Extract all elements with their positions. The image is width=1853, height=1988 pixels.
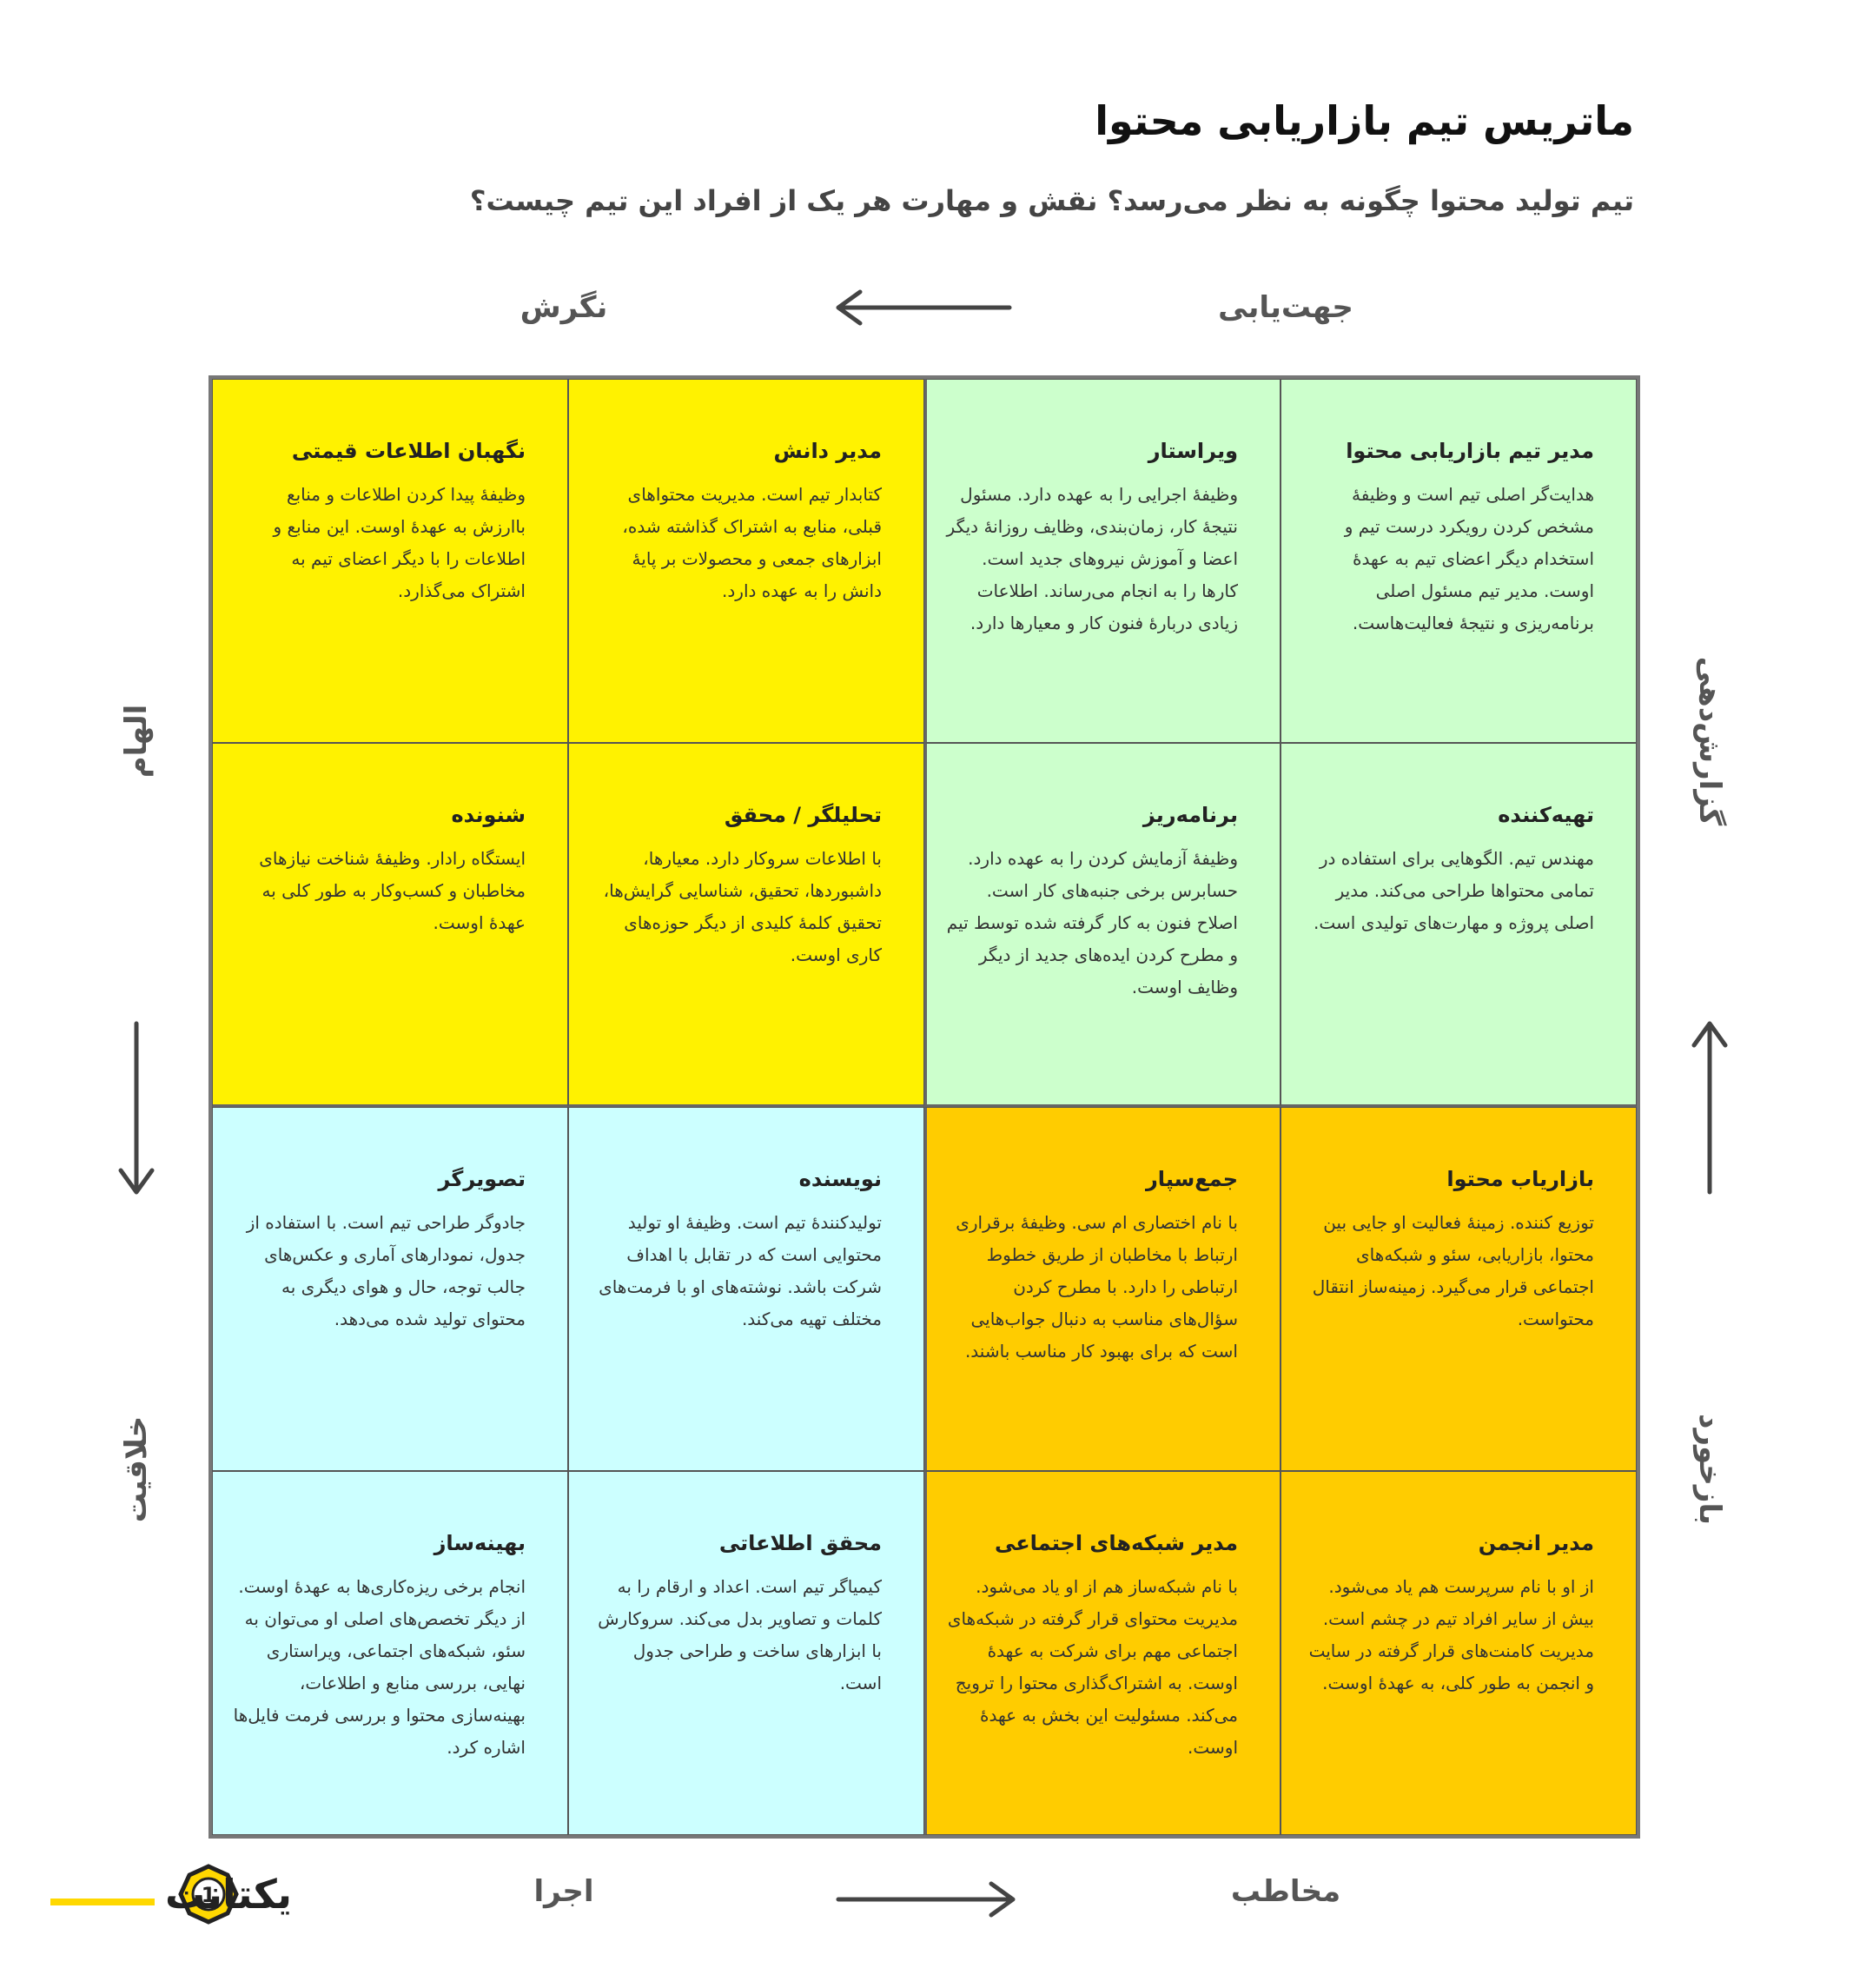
logo-circle xyxy=(191,1877,226,1912)
axis-label: گزارش‌دهی xyxy=(1692,656,1727,826)
role-description: مهندس تیم. الگوهایی برای استفاده در تمام… xyxy=(1314,848,1594,933)
role-description: تولیدکنندهٔ تیم است. وظیفهٔ او تولید محت… xyxy=(599,1212,882,1329)
role-title: برنامه‌ریز xyxy=(1142,803,1238,827)
role-cell: مدیر دانش کتابدار تیم است. مدیریت محتواها… xyxy=(568,379,924,743)
role-cell: نویسنده تولیدکنندهٔ تیم است. وظیفهٔ او تو… xyxy=(568,1107,924,1471)
role-cell: ویراستار وظیفهٔ اجرایی را به عهده دارد. م… xyxy=(924,379,1281,743)
role-description: کیمیاگر تیم است. اعداد و ارقام را به کلم… xyxy=(598,1576,882,1693)
role-description: وظیفهٔ اجرایی را به عهده دارد. مسئول نتی… xyxy=(946,484,1238,633)
axis-label: مخاطب xyxy=(1230,1874,1341,1909)
role-title: جمع‌سپار xyxy=(1145,1167,1238,1191)
arrow xyxy=(1691,1021,1728,1195)
role-title: نویسنده xyxy=(798,1167,882,1191)
axis-label: بازخورد xyxy=(1692,1414,1727,1525)
role-title: مدیر انجمن xyxy=(1478,1531,1594,1555)
axis-label: اجرا xyxy=(533,1874,594,1909)
role-description: از او با نام سرپرست هم یاد می‌شود. بیش ا… xyxy=(1308,1576,1594,1693)
axis-label: نگرش xyxy=(520,290,608,325)
logo-number: 1 xyxy=(202,1883,216,1907)
axis-label: الهام xyxy=(119,704,154,779)
role-description: جادوگر طراحی تیم است. با استفاده از جدول… xyxy=(246,1212,526,1329)
subtitle: تیم تولید محتوا چگونه به نظر می‌رسد؟ نقش… xyxy=(469,184,1634,217)
role-title: تحلیلگر / محقق xyxy=(724,803,882,827)
logo: 1 یکتانت xyxy=(50,1864,292,1925)
role-title: مدیر شبکه‌های اجتماعی xyxy=(994,1531,1238,1555)
role-title: تهیه‌کننده xyxy=(1498,803,1594,827)
role-title: نگهبان اطلاعات قیمتی xyxy=(291,439,526,463)
logo-bar xyxy=(50,1899,155,1905)
role-cell: جمع‌سپار با نام اختصاری ام سی. وظیفهٔ برق… xyxy=(924,1107,1281,1471)
role-title: بازاریاب محتوا xyxy=(1446,1167,1594,1191)
role-title: بهینه‌ساز xyxy=(433,1531,526,1555)
role-description: وظیفهٔ آزمایش کردن را به عهده دارد. حساب… xyxy=(946,848,1238,997)
arrow xyxy=(836,289,1012,326)
role-title: شنونده xyxy=(451,803,526,827)
role-cell: شنونده ایستگاه رادار. وظیفهٔ شناخت نیازها… xyxy=(212,743,568,1107)
logo-text: یکتانت xyxy=(165,1871,292,1918)
role-title: ویراستار xyxy=(1148,439,1238,463)
axis-label: خلاقیت xyxy=(119,1415,154,1523)
role-description: توزیع کننده. زمینهٔ فعالیت او جایی بین م… xyxy=(1312,1212,1594,1329)
role-cell: تصویرگر جادوگر طراحی تیم است. با استفاده … xyxy=(212,1107,568,1471)
role-cell: محقق اطلاعاتی کیمیاگر تیم است. اعداد و ار… xyxy=(568,1471,924,1835)
role-description: وظیفهٔ پیدا کردن اطلاعات و منابع باارزش … xyxy=(273,484,526,601)
role-cell: مدیر انجمن از او با نام سرپرست هم یاد می‌… xyxy=(1281,1471,1637,1835)
role-cell: مدیر تیم بازاریابی محتوا هدایت‌گر اصلی تی… xyxy=(1281,379,1637,743)
role-cell: بهینه‌ساز انجام برخی ریزه‌کاری‌ها به عهده… xyxy=(212,1471,568,1835)
role-title: مدیر تیم بازاریابی محتوا xyxy=(1346,439,1594,463)
role-title: تصویرگر xyxy=(438,1167,526,1191)
role-description: انجام برخی ریزه‌کاری‌ها به عهدهٔ اوست. ا… xyxy=(233,1576,526,1758)
title: ماتریس تیم بازاریابی محتوا xyxy=(1095,97,1634,144)
role-description: هدایت‌گر اصلی تیم است و وظیفهٔ مشخص کردن… xyxy=(1344,484,1594,633)
role-cell: بازاریاب محتوا توزیع کننده. زمینهٔ فعالیت… xyxy=(1281,1107,1637,1471)
role-cell: برنامه‌ریز وظیفهٔ آزمایش کردن را به عهده … xyxy=(924,743,1281,1107)
role-description: ایستگاه رادار. وظیفهٔ شناخت نیازهای مخاط… xyxy=(259,848,526,933)
role-description: کتابدار تیم است. مدیریت محتواهای قبلی، م… xyxy=(622,484,882,601)
arrow xyxy=(118,1021,155,1195)
role-title: محقق اطلاعاتی xyxy=(718,1531,882,1555)
role-cell: مدیر شبکه‌های اجتماعی با نام شبکه‌ساز هم … xyxy=(924,1471,1281,1835)
role-cell: تهیه‌کننده مهندس تیم. الگوهایی برای استفا… xyxy=(1281,743,1637,1107)
role-title: مدیر دانش xyxy=(773,439,883,463)
role-description: با نام شبکه‌ساز هم از او یاد می‌شود. مدی… xyxy=(947,1576,1238,1758)
role-cell: نگهبان اطلاعات قیمتی وظیفهٔ پیدا کردن اطل… xyxy=(212,379,568,743)
role-cell: تحلیلگر / محقق با اطلاعات سروکار دارد. مع… xyxy=(568,743,924,1107)
arrow xyxy=(836,1881,1016,1918)
role-description: با نام اختصاری ام سی. وظیفهٔ برقراری ارت… xyxy=(956,1212,1238,1362)
role-description: با اطلاعات سروکار دارد. معیارها، داشبورد… xyxy=(603,848,882,965)
axis-label: جهت‌یابی xyxy=(1218,290,1353,325)
logo-badge xyxy=(178,1864,239,1925)
matrix: مدیر تیم بازاریابی محتوا هدایت‌گر اصلی تی… xyxy=(208,375,1640,1839)
